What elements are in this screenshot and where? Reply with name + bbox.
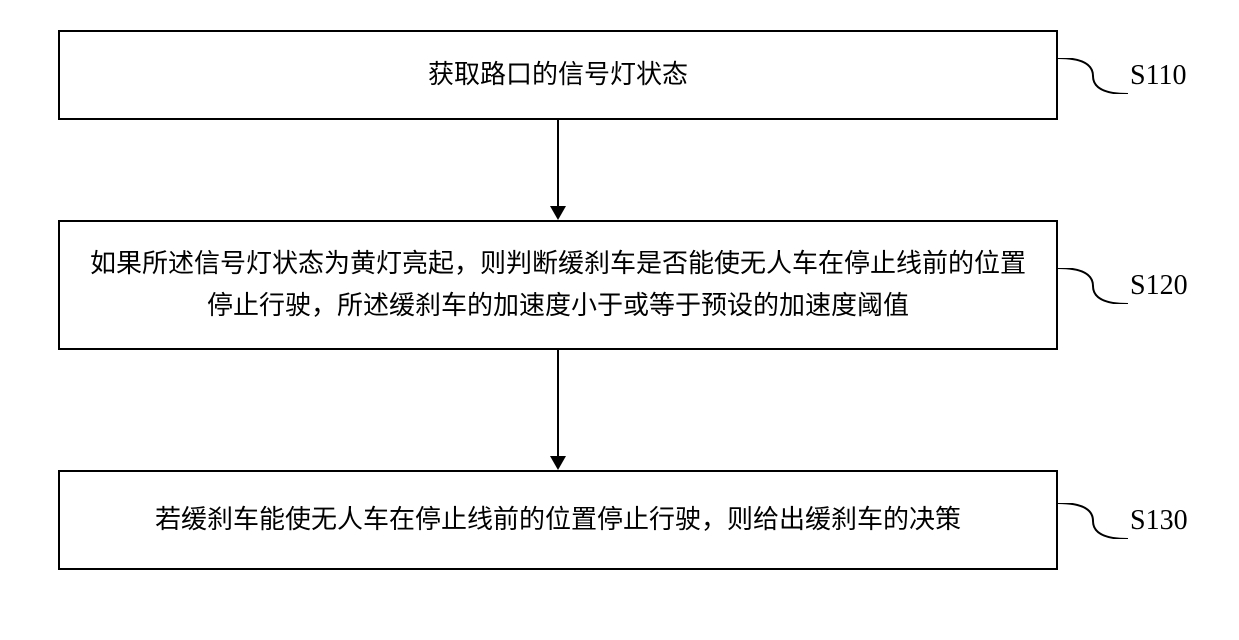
arrow-2-line xyxy=(557,350,559,456)
connector-1 xyxy=(1058,58,1128,94)
step-3-text: 若缓刹车能使无人车在停止线前的位置停止行驶，则给出缓刹车的决策 xyxy=(155,499,961,541)
step-2-label: S120 xyxy=(1130,270,1188,302)
flowchart-step-1: 获取路口的信号灯状态 xyxy=(58,30,1058,120)
step-3-label: S130 xyxy=(1130,505,1188,537)
connector-3 xyxy=(1058,503,1128,539)
arrow-2-head xyxy=(550,456,566,470)
arrow-1-head xyxy=(550,206,566,220)
step-1-text: 获取路口的信号灯状态 xyxy=(428,54,688,96)
flowchart-step-2: 如果所述信号灯状态为黄灯亮起，则判断缓刹车是否能使无人车在停止线前的位置停止行驶… xyxy=(58,220,1058,350)
flowchart-step-3: 若缓刹车能使无人车在停止线前的位置停止行驶，则给出缓刹车的决策 xyxy=(58,470,1058,570)
flowchart-container: 获取路口的信号灯状态 S110 如果所述信号灯状态为黄灯亮起，则判断缓刹车是否能… xyxy=(0,0,1239,640)
step-2-text: 如果所述信号灯状态为黄灯亮起，则判断缓刹车是否能使无人车在停止线前的位置停止行驶… xyxy=(80,243,1036,326)
connector-2 xyxy=(1058,268,1128,304)
step-1-label: S110 xyxy=(1130,60,1187,92)
arrow-1-line xyxy=(557,120,559,206)
